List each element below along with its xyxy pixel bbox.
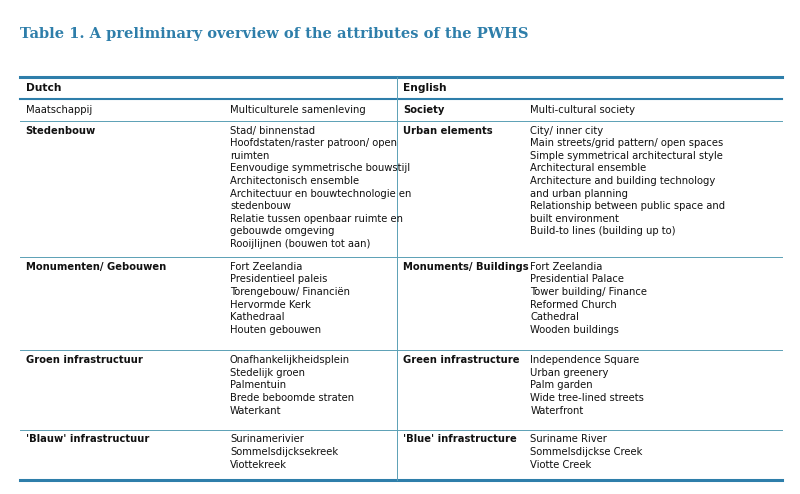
Text: Multiculturele samenleving: Multiculturele samenleving [230,105,366,115]
Text: Dutch: Dutch [26,82,61,92]
Text: City/ inner city
Main streets/grid pattern/ open spaces
Simple symmetrical archi: City/ inner city Main streets/grid patte… [530,125,726,236]
Text: 'Blue' infrastructure: 'Blue' infrastructure [403,435,517,445]
Text: Table 1. A preliminary overview of the attributes of the PWHS: Table 1. A preliminary overview of the a… [20,27,529,41]
Text: Monuments/ Buildings: Monuments/ Buildings [403,262,529,272]
Text: Monumenten/ Gebouwen: Monumenten/ Gebouwen [26,262,166,272]
Text: Green infrastructure: Green infrastructure [403,355,519,366]
Text: Onafhankelijkheidsplein
Stedelijk groen
Palmentuin
Brede beboomde straten
Waterk: Onafhankelijkheidsplein Stedelijk groen … [230,355,354,415]
Text: Society: Society [403,105,444,115]
Text: Suriname River
Sommelsdijckse Creek
Viotte Creek: Suriname River Sommelsdijckse Creek Viot… [530,435,642,470]
Text: Multi-cultural society: Multi-cultural society [530,105,635,115]
Text: Groen infrastructuur: Groen infrastructuur [26,355,142,366]
Text: Independence Square
Urban greenery
Palm garden
Wide tree-lined streets
Waterfron: Independence Square Urban greenery Palm … [530,355,644,415]
Text: Stedenbouw: Stedenbouw [26,125,96,136]
Text: Fort Zeelandia
Presidential Palace
Tower building/ Finance
Reformed Church
Cathe: Fort Zeelandia Presidential Palace Tower… [530,262,647,335]
Text: English: English [403,82,446,92]
Text: Surinamerivier
Sommelsdijcksekreek
Viottekreek: Surinamerivier Sommelsdijcksekreek Viott… [230,435,338,470]
Text: Fort Zeelandia
Presidentieel paleis
Torengebouw/ Financiën
Hervormde Kerk
Kathed: Fort Zeelandia Presidentieel paleis Tore… [230,262,350,335]
Text: Stad/ binnenstad
Hoofdstaten/raster patroon/ open
ruimten
Eenvoudige symmetrisch: Stad/ binnenstad Hoofdstaten/raster patr… [230,125,411,249]
Text: 'Blauw' infrastructuur: 'Blauw' infrastructuur [26,435,149,445]
Text: Maatschappij: Maatschappij [26,105,92,115]
Text: Urban elements: Urban elements [403,125,493,136]
